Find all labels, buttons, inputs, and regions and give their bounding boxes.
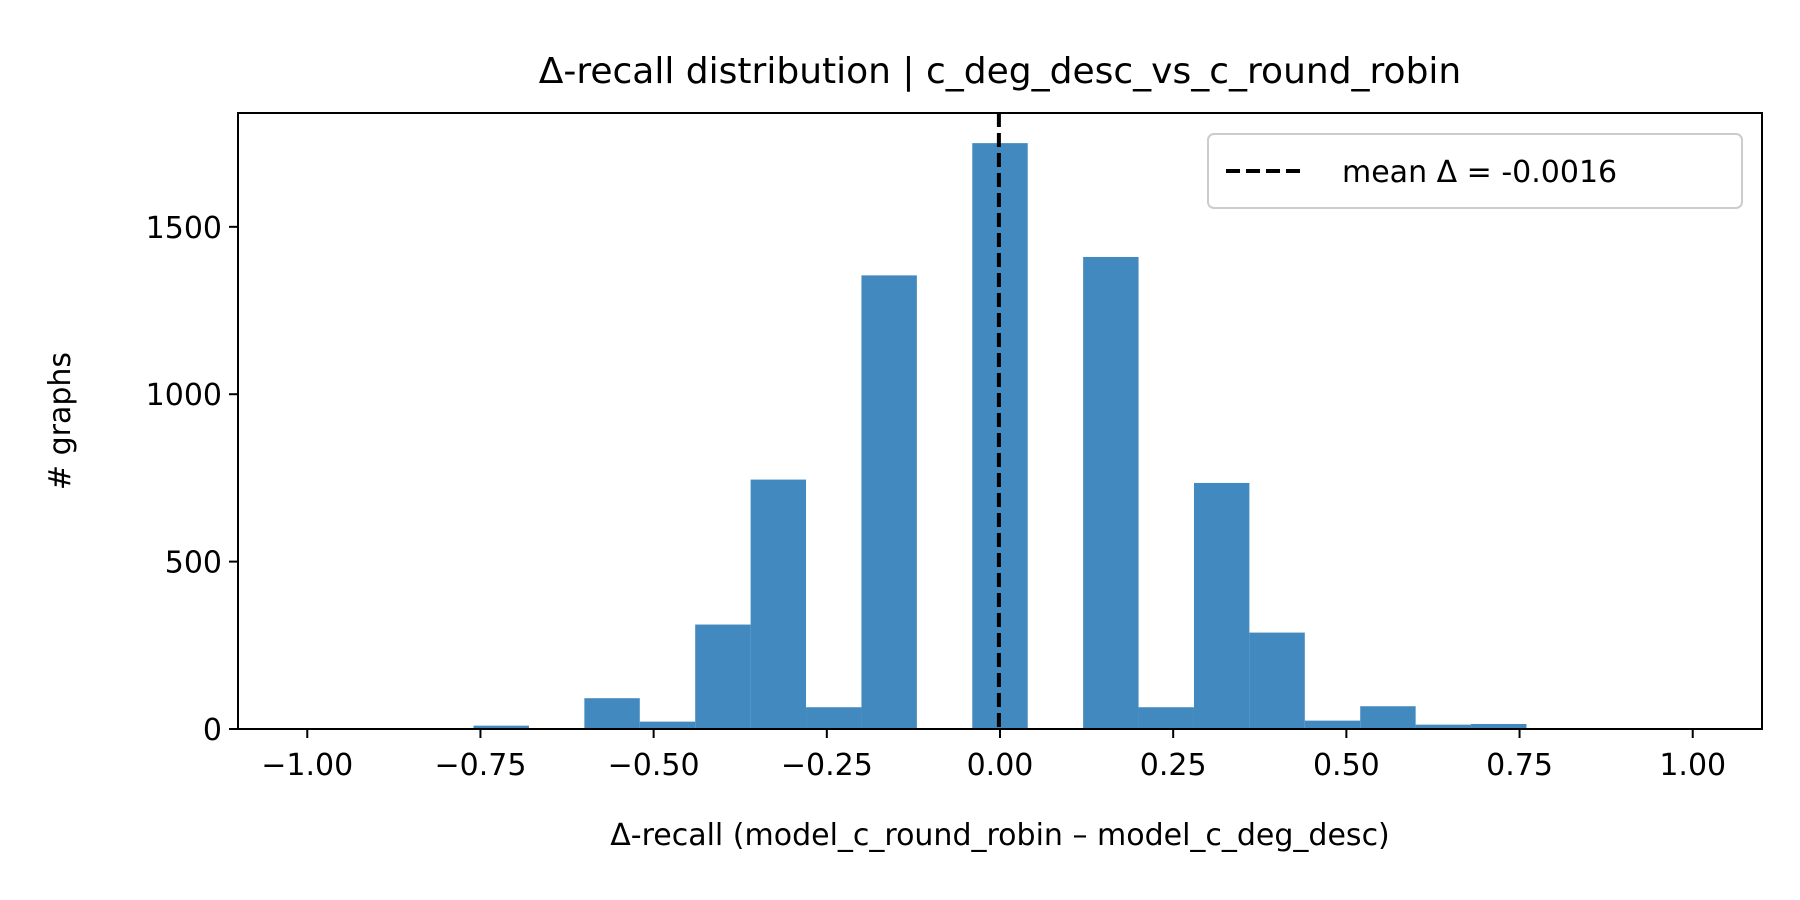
legend-label: mean Δ = -0.0016 [1342, 155, 1617, 190]
x-tick-label: −0.75 [434, 748, 526, 783]
y-tick-label: 1000 [146, 378, 222, 413]
x-tick-label: 0.50 [1313, 748, 1380, 783]
histogram-bar [1249, 632, 1305, 729]
histogram-bar [1193, 482, 1250, 729]
x-tick-label: −0.50 [608, 748, 700, 783]
histogram-bar [1304, 720, 1361, 729]
histogram-bar [473, 725, 529, 729]
x-tick-label: −0.25 [781, 748, 873, 783]
y-tick-label: 1500 [146, 211, 222, 246]
histogram-bar [1415, 724, 1472, 729]
x-axis-ticks: −1.00 −0.75 −0.50 −0.25 0.00 0.25 0.50 0.75 1.00 [261, 729, 1726, 783]
y-axis-ticks: 0 500 1000 1500 [146, 211, 238, 748]
histogram-bar [1083, 256, 1139, 729]
x-tick-label: 0.00 [967, 748, 1034, 783]
x-axis-label: Δ-recall (model_c_round_robin – model_c_… [610, 818, 1390, 853]
x-tick-label: −1.00 [261, 748, 353, 783]
histogram-bar [584, 698, 640, 729]
x-tick-label: 0.75 [1486, 748, 1553, 783]
histogram-bar [1138, 707, 1194, 729]
x-tick-label: 1.00 [1659, 748, 1726, 783]
histogram-bar [1471, 723, 1527, 729]
legend: mean Δ = -0.0016 [1207, 133, 1743, 209]
chart-title: Δ-recall distribution | c_deg_desc_vs_c_… [539, 51, 1462, 92]
histogram-bar [861, 275, 917, 729]
histogram-bar [750, 479, 807, 729]
y-tick-label: 500 [165, 546, 222, 581]
histogram-bar [1360, 706, 1416, 729]
bars-layer [362, 143, 1527, 729]
legend-box [1207, 133, 1743, 209]
histogram-bar [695, 624, 751, 729]
x-tick-label: 0.25 [1140, 748, 1207, 783]
y-tick-label: 0 [203, 713, 222, 748]
histogram-bar [639, 721, 696, 729]
histogram-bar [806, 707, 862, 729]
y-axis-label: # graphs [43, 352, 78, 490]
